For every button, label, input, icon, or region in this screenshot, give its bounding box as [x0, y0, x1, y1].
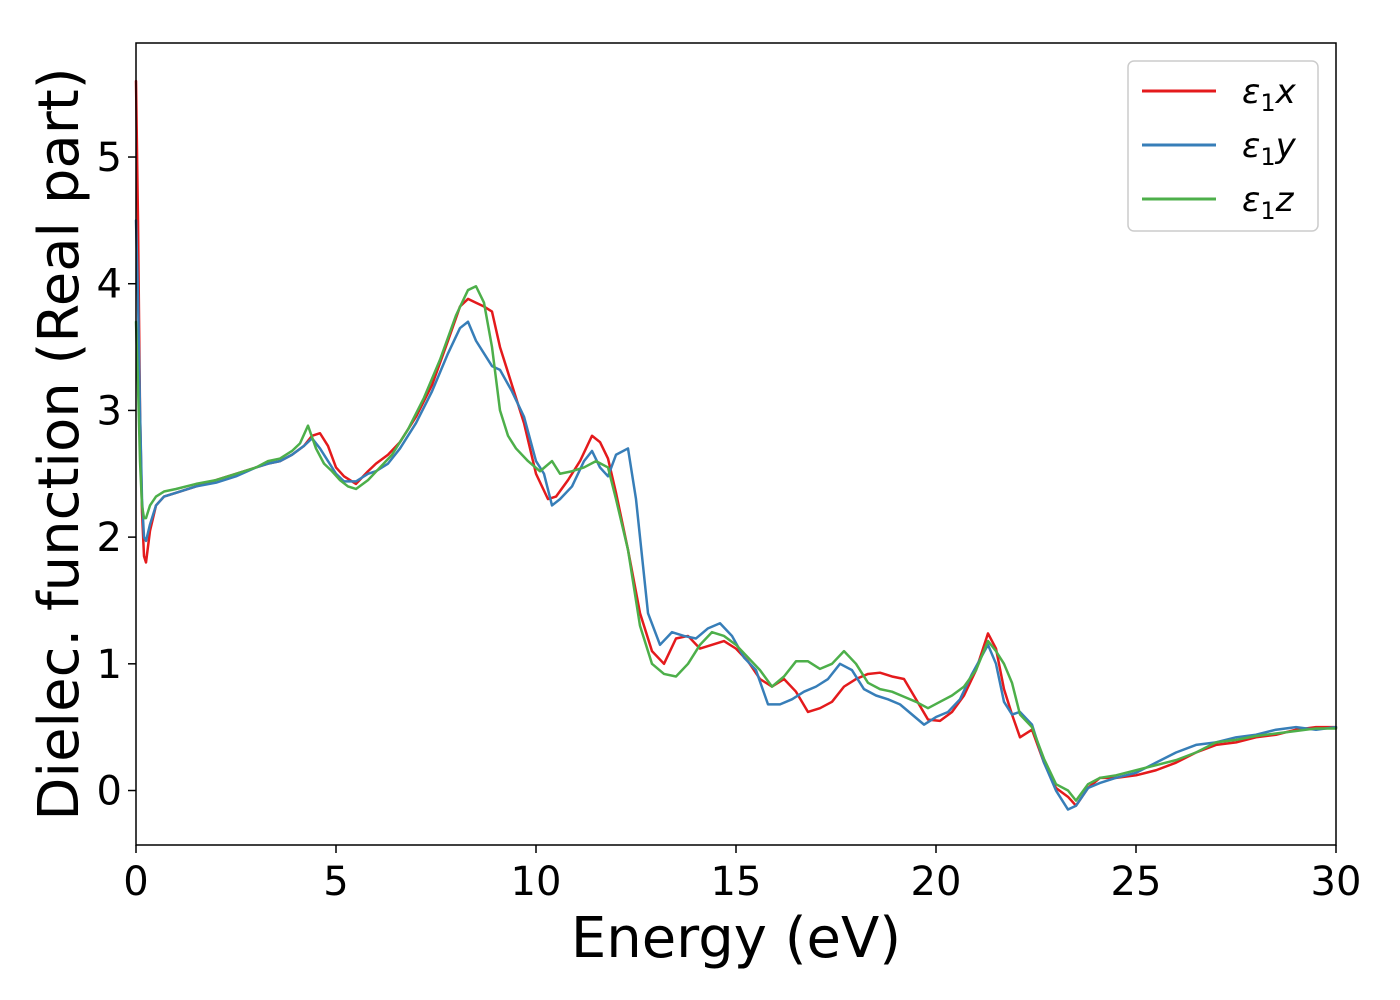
y-tick-label: 5	[97, 135, 122, 181]
legend-label-z: ε1z	[1242, 180, 1295, 225]
series-lines	[134, 79, 1338, 811]
series-line-z	[134, 285, 1338, 802]
y-axis-label: Dielec. function (Real part)	[27, 67, 92, 820]
y-tick-label: 1	[97, 642, 122, 688]
series-line-y	[134, 219, 1338, 811]
x-axis-label: Energy (eV)	[571, 906, 901, 971]
y-tick-label: 3	[97, 388, 122, 434]
y-axis: 0 1 2 3 4 5	[97, 135, 136, 815]
x-tick-label: 15	[711, 859, 762, 905]
x-tick-label: 0	[123, 859, 148, 905]
legend-label-x: ε1x	[1242, 72, 1297, 117]
legend-box	[1127, 60, 1319, 232]
x-tick-label: 10	[511, 859, 562, 905]
x-axis: 0 5 10 15 20 25 30	[123, 845, 1361, 905]
legend: ε1x ε1y ε1z	[1127, 60, 1319, 232]
x-tick-label: 30	[1311, 859, 1362, 905]
x-tick-label: 20	[911, 859, 962, 905]
legend-label-y: ε1y	[1242, 126, 1297, 171]
y-tick-label: 2	[97, 515, 122, 561]
y-tick-label: 4	[97, 262, 122, 308]
x-tick-label: 25	[1111, 859, 1162, 905]
y-tick-label: 0	[97, 769, 122, 815]
x-tick-label: 5	[323, 859, 348, 905]
